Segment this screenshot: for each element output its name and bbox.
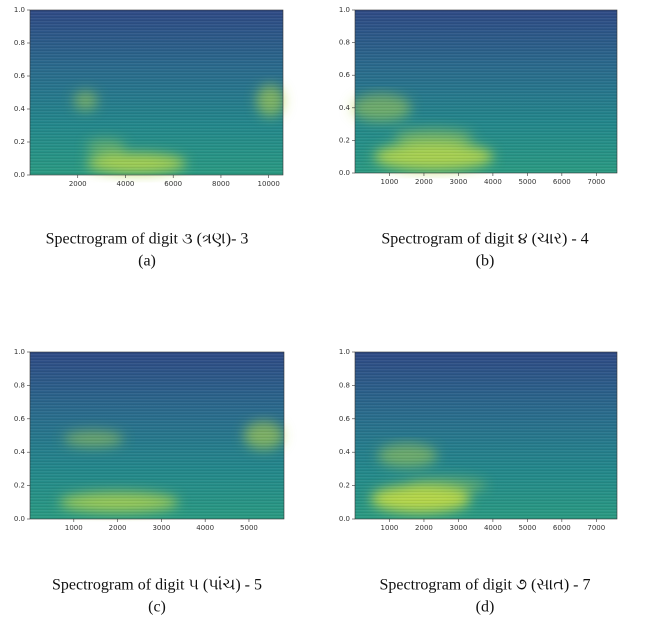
y-tick-label: 1.0 [14,6,25,14]
plot-frame [29,9,284,176]
y-tick-label: 0.2 [339,136,350,144]
x-tick-label: 2000 [415,178,433,186]
x-tick-label: 3000 [152,524,170,532]
spectrogram-texture [30,10,283,175]
subfigure-label: (b) [476,253,495,270]
x-tick-label: 1000 [381,524,399,532]
y-tick-label: 0.8 [14,381,25,389]
y-tick-label: 0.4 [14,105,26,113]
spectrogram-panel: 1000 2000 3000 4000 5000 0.0 0.2 0.4 0.6 0.8 1.0 Sp… [14,348,285,616]
subfigure-label: (c) [148,599,166,616]
caption: Spectrogram of digit ૩ (ત્રણ)- 3 [46,231,249,248]
x-tick-label: 3000 [450,178,468,186]
y-tick-label: 0.4 [339,104,351,112]
y-tick-label: 0.6 [14,72,26,80]
y-tick-label: 1.0 [339,6,350,14]
x-tick-label: 7000 [587,178,605,186]
spectrogram-panel: 1000 2000 3000 4000 5000 6000 7000 0.0 0.2 0.4 0.6… [339,348,618,616]
caption: Spectrogram of digit ૭ (સાત) - 7 [379,577,590,594]
spectrogram-texture [30,352,284,519]
y-tick-label: 0.8 [14,39,25,47]
plot-frame [354,351,618,520]
x-tick-label: 6000 [553,524,571,532]
y-tick-label: 0.0 [339,515,350,523]
y-tick-label: 1.0 [14,348,25,356]
x-tick-label: 2000 [69,180,87,188]
x-tick-label: 5000 [518,524,536,532]
y-tick-label: 1.0 [339,348,350,356]
y-tick-label: 0.2 [339,482,350,490]
y-tick-label: 0.2 [14,138,25,146]
x-tick-label: 2000 [109,524,127,532]
y-tick-label: 0.2 [14,482,25,490]
caption: Spectrogram of digit ૪ (ચાર) - 4 [381,231,588,248]
subfigure-label: (d) [476,599,495,616]
y-tick-label: 0.0 [14,515,25,523]
x-tick-label: 10000 [258,180,280,188]
plot-frame [354,9,618,174]
y-tick-label: 0.0 [14,171,25,179]
y-tick-label: 0.8 [339,39,350,47]
x-tick-label: 2000 [415,524,433,532]
x-tick-label: 7000 [587,524,605,532]
x-tick-label: 4000 [196,524,214,532]
y-tick-label: 0.6 [14,415,26,423]
x-tick-label: 5000 [518,178,536,186]
y-tick-label: 0.8 [339,381,350,389]
x-tick-label: 1000 [381,178,399,186]
y-tick-label: 0.4 [14,448,26,456]
x-tick-label: 3000 [450,524,468,532]
subfigure-label: (a) [138,253,156,270]
x-tick-label: 5000 [240,524,258,532]
x-tick-label: 6000 [553,178,571,186]
y-tick-label: 0.4 [339,448,351,456]
x-tick-label: 1000 [65,524,83,532]
spectrogram-texture [355,352,617,519]
caption: Spectrogram of digit ૫ (પાંચ) - 5 [52,577,262,594]
spectrogram-panel: 1000 2000 3000 4000 5000 6000 7000 0.0 0.2 0.4 0.6… [339,6,618,270]
x-tick-label: 8000 [212,180,230,188]
x-tick-label: 4000 [484,524,502,532]
spectrogram-panel: 2000 4000 6000 8000 10000 0.0 0.2 0.4 0.6 0.8 1.0 S… [14,6,285,270]
x-tick-label: 4000 [484,178,502,186]
y-tick-label: 0.6 [339,415,351,423]
x-tick-label: 6000 [164,180,182,188]
y-tick-label: 0.0 [339,169,350,177]
x-tick-label: 4000 [117,180,135,188]
y-tick-label: 0.6 [339,71,351,79]
plot-frame [29,351,285,520]
spectrogram-texture [355,10,617,173]
